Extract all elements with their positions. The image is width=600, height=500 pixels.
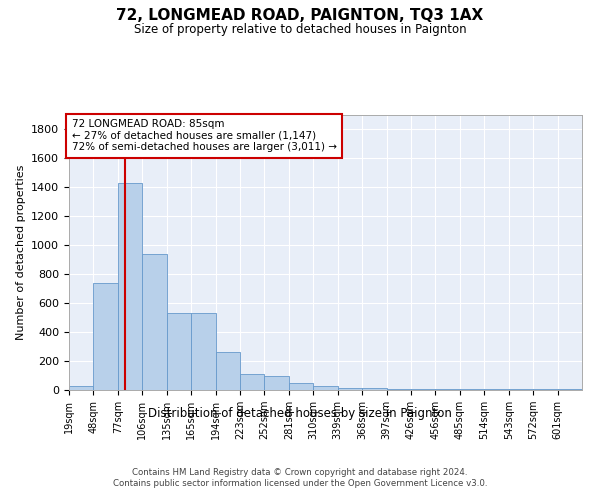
Text: Distribution of detached houses by size in Paignton: Distribution of detached houses by size … [148,408,452,420]
Y-axis label: Number of detached properties: Number of detached properties [16,165,26,340]
Bar [142,254,167,390]
Text: 72 LONGMEAD ROAD: 85sqm
← 27% of detached houses are smaller (1,147)
72% of semi: 72 LONGMEAD ROAD: 85sqm ← 27% of detache… [71,119,337,152]
Text: 72, LONGMEAD ROAD, PAIGNTON, TQ3 1AX: 72, LONGMEAD ROAD, PAIGNTON, TQ3 1AX [116,8,484,22]
Bar [313,386,338,390]
Bar [167,314,191,390]
Bar [338,388,362,390]
Bar [362,388,386,390]
Bar [265,376,289,390]
Bar [118,183,142,390]
Text: Contains HM Land Registry data © Crown copyright and database right 2024.
Contai: Contains HM Land Registry data © Crown c… [113,468,487,487]
Bar [289,384,313,390]
Bar [69,386,94,390]
Bar [191,314,215,390]
Text: Size of property relative to detached houses in Paignton: Size of property relative to detached ho… [134,22,466,36]
Bar [215,352,240,390]
Bar [94,283,118,390]
Bar [240,374,265,390]
